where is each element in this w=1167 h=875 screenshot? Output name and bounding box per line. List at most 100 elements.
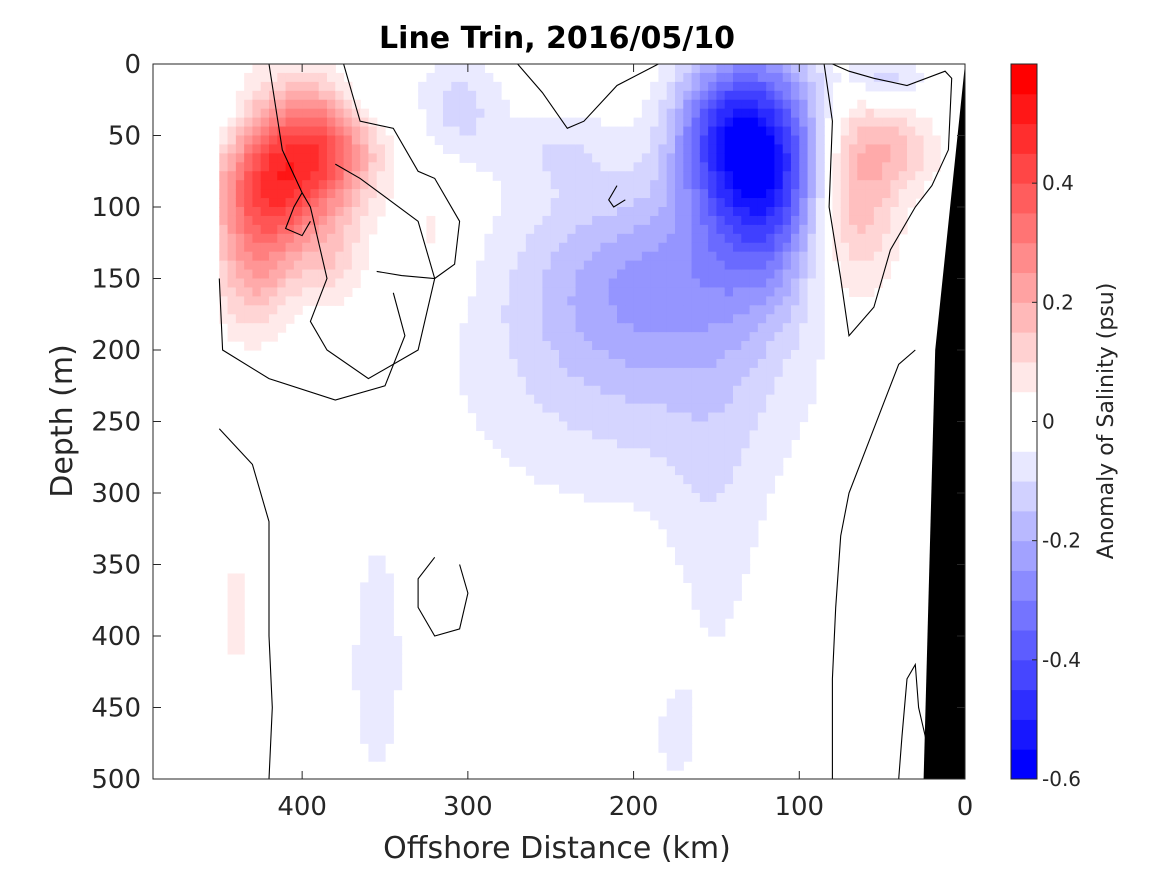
field-cell (675, 367, 684, 378)
field-cell (741, 430, 751, 440)
field-cell (608, 314, 618, 324)
field-cell (666, 412, 676, 423)
field-cell (235, 180, 245, 190)
chart-title: Line Trin, 2016/05/10 (379, 21, 735, 56)
field-cell (691, 457, 701, 467)
field-cell (683, 448, 693, 458)
field-cell (708, 537, 718, 548)
field-cell (293, 251, 303, 262)
field-cell (525, 233, 535, 244)
field-cell (235, 287, 245, 297)
field-cell (534, 251, 544, 262)
field-cell (633, 412, 643, 423)
field-cell (666, 439, 676, 449)
field-cell (583, 162, 593, 172)
field-cell (766, 484, 776, 494)
field-cell (915, 144, 925, 154)
field-cell (741, 484, 751, 494)
field-cell (666, 350, 676, 360)
field-cell (691, 198, 701, 208)
field-cell (716, 64, 726, 74)
field-cell (277, 81, 287, 92)
field-cell (633, 162, 643, 172)
field-cell (666, 743, 676, 753)
field-cell (799, 296, 809, 306)
field-cell (857, 135, 867, 146)
field-cell (708, 305, 718, 315)
field-cell (368, 743, 378, 753)
field-cell (492, 81, 502, 92)
field-cell (327, 99, 336, 110)
field-cell (741, 224, 751, 235)
field-cell (285, 207, 295, 217)
field-cell (658, 171, 668, 181)
field-cell (244, 135, 254, 146)
field-cell (733, 72, 742, 83)
field-cell (559, 412, 568, 423)
field-cell (791, 90, 800, 101)
field-cell (327, 198, 336, 208)
field-cell (542, 117, 552, 128)
field-cell (476, 385, 486, 396)
field-cell (724, 519, 734, 530)
field-cell (343, 108, 353, 119)
field-cell (327, 269, 336, 280)
field-cell (567, 367, 577, 378)
field-cell (592, 332, 602, 342)
field-cell (625, 251, 635, 262)
field-cell (699, 135, 709, 146)
field-cell (509, 430, 519, 440)
field-cell (592, 153, 602, 163)
field-cell (592, 242, 602, 253)
field-cell (766, 233, 776, 244)
field-cell (476, 323, 486, 333)
field-cell (791, 144, 800, 154)
field-cell (476, 421, 486, 432)
field-cell (641, 180, 651, 190)
field-cell (567, 260, 577, 271)
field-cell (277, 296, 287, 306)
field-cell (318, 162, 328, 172)
field-cell (658, 501, 668, 512)
field-cell (252, 117, 262, 128)
field-cell (467, 64, 477, 74)
field-cell (633, 224, 643, 235)
field-cell (360, 162, 370, 172)
field-cell (227, 153, 237, 163)
field-cell (832, 224, 842, 235)
field-cell (882, 117, 892, 128)
field-cell (741, 403, 751, 414)
field-cell (459, 323, 469, 333)
field-cell (650, 215, 660, 226)
field-cell (509, 153, 519, 163)
y-tick-label: 150 (91, 265, 141, 295)
field-cell (633, 144, 643, 154)
field-cell (724, 224, 734, 235)
field-cell (252, 180, 262, 190)
field-cell (641, 394, 651, 405)
field-cell (633, 385, 643, 396)
field-cell (683, 117, 693, 128)
field-cell (285, 180, 295, 190)
field-cell (666, 448, 676, 458)
field-cell (658, 439, 668, 449)
field-cell (559, 242, 568, 253)
field-cell (302, 126, 312, 137)
field-cell (583, 242, 593, 253)
field-cell (873, 269, 883, 280)
field-cell (459, 72, 469, 83)
field-cell (227, 296, 237, 306)
field-cell (525, 358, 535, 369)
field-cell (708, 484, 718, 494)
field-cell (567, 287, 577, 297)
field-cell (600, 412, 610, 423)
field-cell (492, 171, 502, 181)
field-cell (724, 501, 734, 512)
field-cell (385, 180, 394, 190)
field-cell (708, 609, 718, 619)
field-cell (517, 144, 527, 154)
field-cell (799, 412, 809, 423)
field-cell (534, 207, 544, 217)
field-cell (807, 376, 817, 387)
field-cell (815, 251, 825, 262)
